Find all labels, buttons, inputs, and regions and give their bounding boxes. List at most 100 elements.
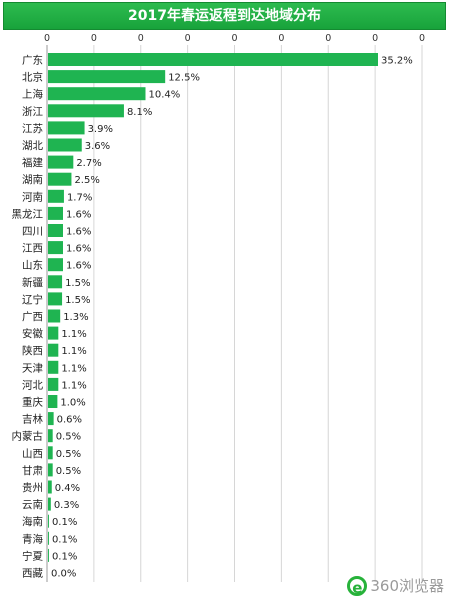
bar	[48, 172, 72, 186]
data-label: 1.5%	[65, 278, 90, 289]
bar	[48, 241, 63, 255]
x-tick-label: 0	[91, 33, 97, 44]
category-label: 辽宁	[22, 293, 43, 306]
bar	[48, 309, 61, 323]
bar	[48, 155, 74, 169]
bar	[48, 121, 85, 135]
data-label: 1.1%	[61, 380, 86, 391]
data-label: 0.5%	[56, 449, 81, 460]
category-label: 湖北	[22, 140, 43, 152]
category-label: 湖南	[22, 173, 43, 186]
bar	[48, 463, 53, 477]
category-label: 河南	[22, 190, 43, 203]
category-label: 新疆	[22, 276, 43, 289]
category-label: 北京	[22, 71, 43, 84]
bar	[48, 206, 63, 220]
data-label: 0.4%	[55, 483, 80, 494]
category-label: 青海	[22, 532, 43, 545]
x-tick-label: 0	[44, 33, 50, 44]
category-label: 福建	[22, 156, 43, 169]
bar	[48, 412, 54, 426]
bar	[48, 224, 63, 237]
bar	[48, 189, 64, 203]
bar	[48, 343, 59, 357]
bar	[48, 497, 51, 511]
data-label: 0.5%	[56, 432, 81, 443]
data-label: 1.1%	[61, 329, 86, 340]
data-label: 0.3%	[54, 500, 79, 511]
bar	[48, 138, 82, 152]
data-label: 1.1%	[61, 363, 86, 374]
bar	[48, 480, 52, 494]
x-tick-label: 0	[278, 33, 284, 44]
watermark-text: 360浏览器	[370, 577, 444, 595]
x-tick-labels: 0 0 0 0 0 0 0 0 0	[44, 33, 425, 44]
category-label: 黑龙江	[12, 207, 44, 220]
category-label: 河北	[22, 379, 43, 391]
x-tick-label: 0	[325, 33, 331, 44]
data-label: 1.6%	[66, 209, 91, 220]
category-label: 海南	[22, 515, 43, 528]
bar	[48, 446, 53, 460]
data-label: 3.6%	[85, 141, 110, 152]
data-label: 1.5%	[65, 295, 90, 306]
data-label: 0.1%	[52, 551, 77, 562]
category-label: 西藏	[22, 568, 43, 580]
x-tick-label: 0	[372, 33, 378, 44]
bar	[48, 87, 146, 101]
data-label: 1.3%	[63, 312, 88, 323]
data-label: 1.7%	[67, 192, 92, 203]
category-label: 内蒙古	[12, 430, 44, 443]
data-label: 1.0%	[60, 398, 85, 409]
bar	[48, 548, 49, 562]
category-label: 安徽	[22, 327, 43, 340]
bar	[48, 531, 49, 545]
bar	[48, 70, 166, 84]
category-label: 广东	[22, 54, 43, 67]
bars	[48, 53, 378, 562]
category-labels: 广东北京上海浙江江苏湖北福建湖南河南黑龙江四川江西山东新疆辽宁广西安徽陕西天津河…	[12, 54, 44, 580]
data-label: 2.5%	[74, 175, 99, 186]
data-label: 0.5%	[56, 466, 81, 477]
data-label: 1.6%	[66, 244, 91, 255]
category-label: 上海	[22, 88, 43, 101]
data-label: 1.1%	[61, 346, 86, 357]
category-label: 江西	[22, 243, 43, 255]
bar	[48, 514, 49, 528]
category-label: 山西	[22, 448, 43, 460]
category-label: 广西	[22, 311, 43, 323]
chart-title: 2017年春运返程到达地域分布	[3, 2, 446, 30]
data-label: 8.1%	[127, 107, 152, 118]
category-label: 四川	[22, 226, 43, 238]
data-label: 35.2%	[381, 56, 413, 67]
category-label: 贵州	[22, 481, 43, 494]
watermark: e 360浏览器	[347, 575, 444, 597]
browser-logo-icon: e	[347, 575, 368, 597]
bar	[48, 104, 124, 118]
category-label: 浙江	[22, 106, 43, 118]
category-label: 吉林	[22, 413, 43, 426]
data-label: 0.1%	[52, 517, 77, 528]
bar	[48, 53, 378, 66]
data-labels: 35.2% 12.5% 10.4% 8.1% 3.9% 3.6% 2.7% 2.5% 1.7% 1…	[51, 56, 413, 580]
bar	[48, 275, 63, 289]
bar	[48, 395, 58, 408]
category-label: 云南	[22, 498, 43, 511]
x-tick-label: 0	[185, 33, 191, 44]
bar	[48, 292, 63, 306]
x-tick-label: 0	[419, 33, 425, 44]
bar	[48, 360, 59, 374]
bar	[48, 429, 53, 443]
data-label: 10.4%	[149, 90, 181, 101]
category-label: 宁夏	[22, 549, 43, 562]
category-label: 陕西	[22, 344, 43, 357]
data-label: 1.6%	[66, 227, 91, 238]
bar	[48, 258, 63, 272]
data-label: 0.0%	[51, 569, 76, 580]
data-label: 12.5%	[168, 73, 200, 84]
data-label: 0.1%	[52, 534, 77, 545]
category-label: 甘肃	[22, 464, 43, 477]
gridlines	[93, 45, 423, 582]
x-tick-label: 0	[231, 33, 237, 44]
data-label: 2.7%	[76, 158, 101, 169]
